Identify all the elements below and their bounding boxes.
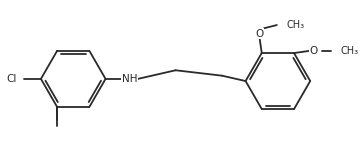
Text: NH: NH [122, 74, 137, 84]
Text: Cl: Cl [7, 74, 17, 84]
Text: CH₃: CH₃ [340, 46, 359, 56]
Text: O: O [309, 46, 318, 56]
Text: CH₃: CH₃ [286, 20, 305, 30]
Text: O: O [256, 29, 264, 39]
